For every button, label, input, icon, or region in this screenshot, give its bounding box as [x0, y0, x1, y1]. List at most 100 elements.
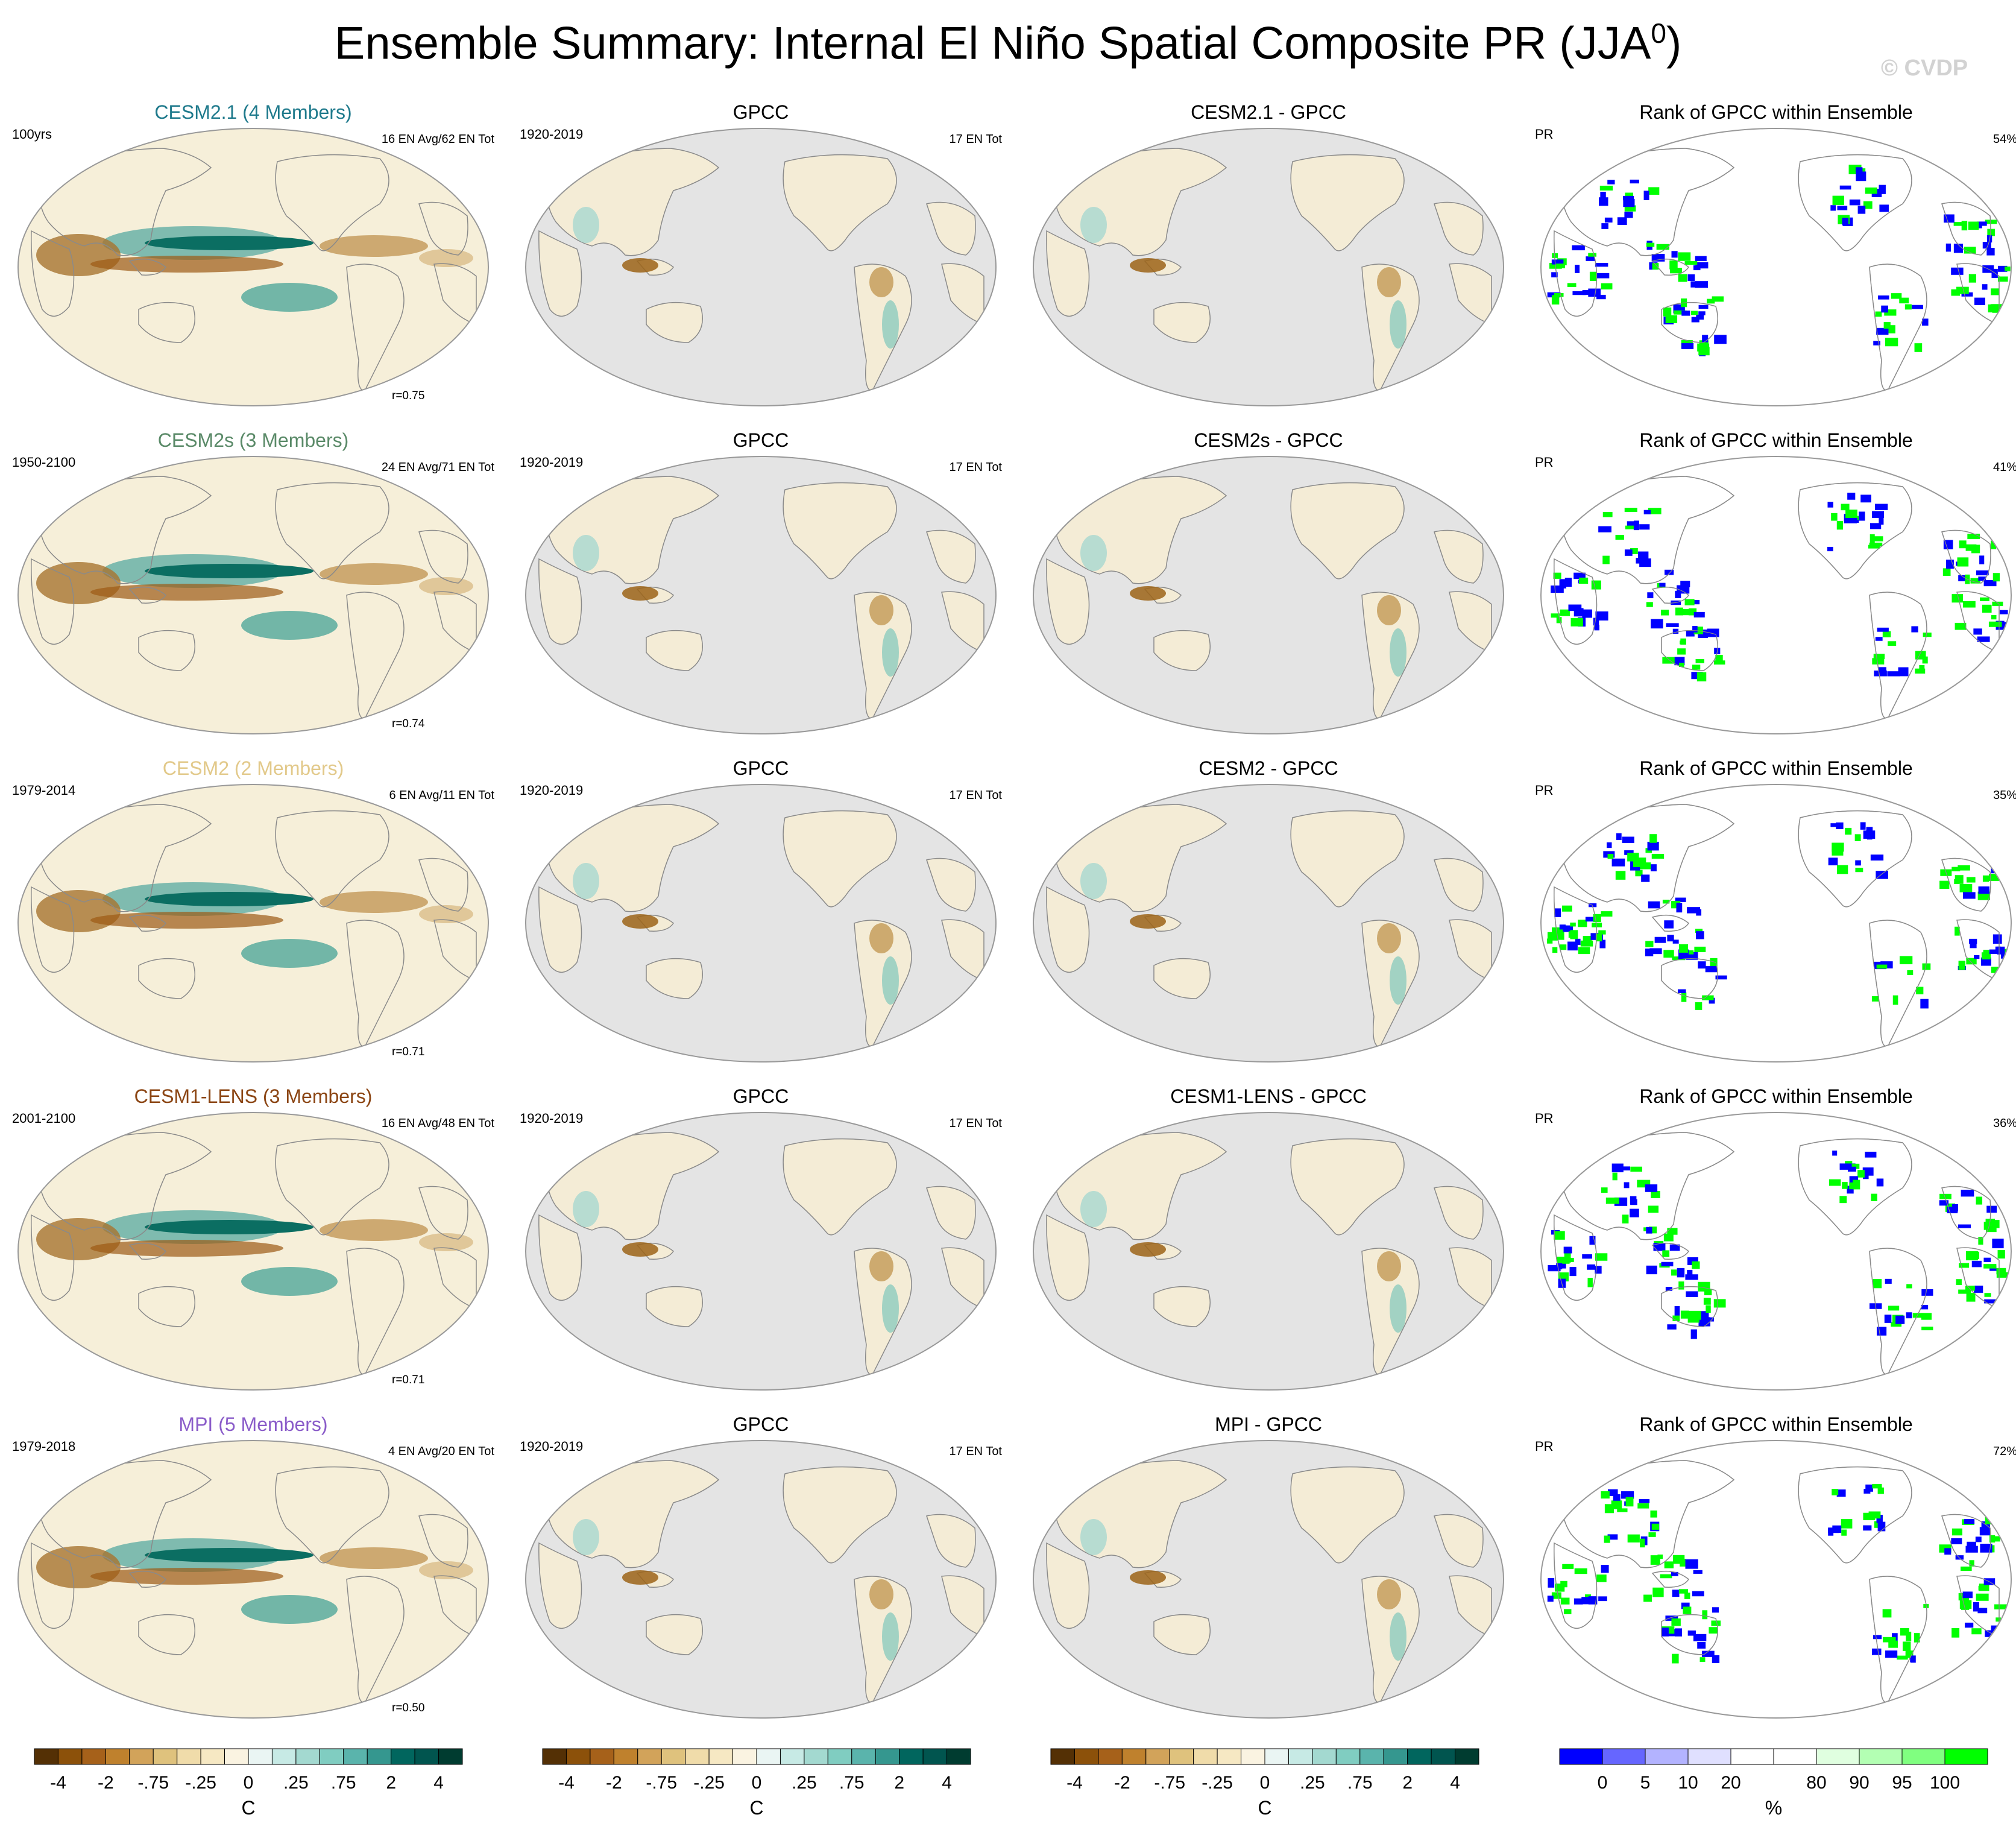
colorbar-swatch — [542, 1748, 567, 1765]
panel-right-label: 16 EN Avg/48 EN Tot — [381, 1117, 494, 1130]
panel-obs-row5: GPCC 1920-2019 17 EN Tot — [520, 1413, 1002, 1739]
panel-right-label: 16 EN Avg/62 EN Tot — [381, 133, 494, 146]
colorbar-swatches — [1559, 1748, 1988, 1765]
colorbar-swatch — [1859, 1748, 1903, 1765]
colorbar-swatch — [1074, 1748, 1099, 1765]
colorbar-swatch — [1335, 1748, 1361, 1765]
panel-obs-row1: GPCC 1920-2019 17 EN Tot — [520, 101, 1002, 427]
colorbar-swatch — [1288, 1748, 1313, 1765]
panel-left-label: 1920-2019 — [520, 455, 584, 470]
map-diff — [1033, 1112, 1504, 1391]
panel-title: GPCC — [732, 757, 789, 779]
panel-model-row1: CESM2.1 (4 Members) 100yrs 16 EN Avg/62 EN… — [12, 101, 494, 427]
colorbar-swatch — [1455, 1748, 1479, 1765]
panel-diff-row1: CESM2.1 - GPCC — [1027, 101, 1510, 427]
panel-right-label: 54% — [1992, 133, 2016, 146]
colorbar-swatch — [1407, 1748, 1432, 1765]
pattern-correlation: r=0.50 — [392, 1702, 425, 1714]
colorbar-swatch — [319, 1748, 344, 1765]
panel-left-label: 1979-2014 — [12, 783, 76, 798]
colorbar-swatch — [1241, 1748, 1265, 1765]
colorbar-rank: 0 5 10 20 80 90 95 100% — [1557, 1748, 1991, 1844]
colorbar-swatch — [804, 1748, 828, 1765]
colorbar-swatch — [922, 1748, 948, 1765]
panel-model-row2: CESM2s (3 Members) 1950-2100 24 EN Avg/71 … — [12, 429, 494, 755]
colorbar-unit: C — [241, 1797, 256, 1819]
colorbar-swatch — [708, 1748, 734, 1765]
colorbar-tick: 0 — [1259, 1773, 1270, 1793]
panel-obs-row4: GPCC 1920-2019 17 EN Tot — [520, 1085, 1002, 1411]
colorbar-unit: % — [1765, 1797, 1783, 1819]
colorbar-swatch — [1559, 1748, 1603, 1765]
panel-diff-row2: CESM2s - GPCC — [1027, 429, 1510, 755]
map-rank — [1540, 1440, 2012, 1719]
panel-right-label: 35% — [1992, 789, 2016, 802]
colorbar-unit: C — [749, 1797, 764, 1819]
panel-left-label: 100yrs — [12, 127, 52, 142]
map-obs — [525, 1112, 997, 1391]
figure-title: Ensemble Summary: Internal El Niño Spati… — [334, 17, 1682, 69]
colorbar-swatch — [1121, 1748, 1147, 1765]
colorbar-swatch — [685, 1748, 710, 1765]
colorbar-swatch — [57, 1748, 83, 1765]
colorbar-tick: 100 — [1929, 1773, 1961, 1793]
panel-left-label: 1920-2019 — [520, 1111, 584, 1126]
panel-diff-row5: MPI - GPCC — [1027, 1413, 1510, 1739]
colorbar-tick: 4 — [1450, 1773, 1460, 1793]
colorbar-tick: -.75 — [646, 1773, 678, 1793]
colorbar-swatch — [1050, 1748, 1075, 1765]
panel-rank-row5: Rank of GPCC within Ensemble PR 72% — [1535, 1413, 2016, 1739]
pattern-correlation: r=0.74 — [392, 718, 425, 730]
panel-model-row4: CESM1-LENS (3 Members) 2001-2100 16 EN Avg… — [12, 1085, 494, 1411]
colorbar-swatch — [1193, 1748, 1218, 1765]
colorbar-tick: 2 — [894, 1773, 904, 1793]
colorbar-tick: 0 — [751, 1773, 762, 1793]
colorbar-swatch — [343, 1748, 368, 1765]
colorbar-swatch — [590, 1748, 614, 1765]
colorbar-swatch — [899, 1748, 924, 1765]
colorbar-swatch — [1098, 1748, 1123, 1765]
colorbar-swatch — [1431, 1748, 1456, 1765]
colorbar-swatch — [271, 1748, 297, 1765]
colorbar-swatch — [1264, 1748, 1289, 1765]
map-diff — [1033, 1440, 1504, 1719]
colorbar-swatch — [1217, 1748, 1242, 1765]
colorbar-tick: -.25 — [185, 1773, 216, 1793]
colorbar-tick: .75 — [1347, 1773, 1373, 1793]
map-diff — [1033, 456, 1504, 734]
panel-obs-row3: GPCC 1920-2019 17 EN Tot — [520, 757, 1002, 1083]
panel-rank-row1: Rank of GPCC within Ensemble PR 54% — [1535, 101, 2016, 427]
map-model — [17, 456, 489, 734]
colorbar-swatch — [732, 1748, 757, 1765]
panel-title: MPI - GPCC — [1215, 1413, 1322, 1435]
panel-rank-row4: Rank of GPCC within Ensemble PR 36% — [1535, 1085, 2016, 1411]
panel-right-label: 17 EN Tot — [949, 133, 1002, 146]
colorbar-pr-3: -4 -2 -.75 -.25 0 .25 .75 2 4 C — [1048, 1748, 1482, 1844]
colorbar-tick: 80 — [1806, 1773, 1827, 1793]
colorbar-swatch — [200, 1748, 225, 1765]
panel-title: CESM1-LENS (3 Members) — [134, 1085, 373, 1107]
panel-title: CESM1-LENS - GPCC — [1170, 1085, 1367, 1107]
colorbar-swatch — [367, 1748, 392, 1765]
panel-title: MPI (5 Members) — [178, 1413, 328, 1435]
colorbar-tick: -.25 — [693, 1773, 725, 1793]
colorbar-tick: 20 — [1721, 1773, 1741, 1793]
colorbar-tick: 2 — [386, 1773, 396, 1793]
panel-title: CESM2 - GPCC — [1199, 757, 1338, 779]
panel-right-label: 4 EN Avg/20 EN Tot — [388, 1445, 494, 1458]
colorbar-swatch — [105, 1748, 130, 1765]
colorbar-swatch — [1602, 1748, 1646, 1765]
pattern-correlation: r=0.75 — [392, 390, 425, 402]
colorbar-swatch — [248, 1748, 272, 1765]
colorbar-swatch — [1312, 1748, 1337, 1765]
colorbar-tick: .25 — [1300, 1773, 1325, 1793]
panel-left-label: PR — [1535, 783, 1554, 798]
panel-title: Rank of GPCC within Ensemble — [1639, 429, 1913, 451]
panel-title: GPCC — [732, 1413, 789, 1435]
colorbar-pr-2: -4 -2 -.75 -.25 0 .25 .75 2 4 C — [540, 1748, 974, 1844]
panel-title: Rank of GPCC within Ensemble — [1639, 101, 1913, 123]
colorbar-tick: -4 — [50, 1773, 66, 1793]
colorbar-swatch — [295, 1748, 320, 1765]
map-diff — [1033, 128, 1504, 406]
map-obs — [525, 1440, 997, 1719]
